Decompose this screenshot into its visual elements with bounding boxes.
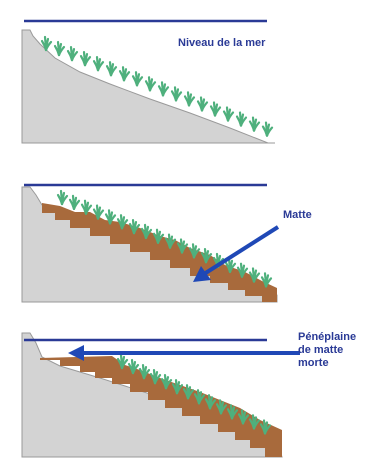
seagrass-tuft-icon (144, 76, 157, 92)
seagrass-tuft-icon (56, 189, 69, 206)
seagrass-tuft-icon (235, 111, 248, 127)
seagrass-tuft-icon (79, 51, 92, 67)
matte-layer (42, 203, 277, 302)
seagrass-tuft-icon (152, 228, 165, 244)
seagrass-tuft-icon (248, 267, 261, 283)
seagrass-tuft-icon (209, 101, 222, 117)
seagrass-tuft-icon (160, 374, 173, 390)
seagrass-tuft-icon (157, 81, 170, 97)
seagrass-tuft-icon (261, 121, 274, 137)
seagrass-tuft-icon (164, 233, 177, 249)
seagrass-tuft-icon (215, 399, 228, 415)
seagrass-tuft-icon (66, 45, 79, 62)
seagrass-tuft-icon (259, 419, 272, 435)
seagrass-tuft-icon (200, 248, 213, 264)
arrow-icon (68, 345, 300, 361)
seagrass-tuft-icon (248, 414, 261, 430)
peneplain-label-line: Pénéplaine (298, 331, 357, 343)
seagrass-tuft-icon (204, 394, 217, 410)
seagrass-tuft-icon (131, 71, 144, 87)
seagrass-tuft-icon (222, 106, 235, 122)
seagrass-tuft-icon (140, 223, 153, 240)
seagrass-tuft-icon (260, 272, 273, 288)
dead-matte-layer (40, 356, 282, 457)
seagrass-tuft-icon (196, 96, 209, 112)
panel-peneplain (21, 332, 300, 458)
panel-matte (21, 183, 280, 303)
matte-label: Matte (283, 209, 312, 221)
peneplain-label-line: morte (298, 357, 329, 369)
seagrass-tuft-icon (68, 194, 81, 210)
seagrass-group (40, 35, 274, 137)
seagrass-tuft-icon (116, 353, 129, 370)
rock-slope (21, 29, 275, 144)
seagrass-group (56, 189, 273, 288)
seagrass-tuft-icon (226, 404, 239, 420)
seagrass-tuft-icon (170, 86, 183, 102)
seagrass-tuft-icon (53, 40, 66, 57)
seagrass-tuft-icon (193, 389, 206, 405)
seagrass-tuft-icon (128, 218, 141, 235)
seagrass-tuft-icon (104, 209, 117, 225)
seagrass-tuft-icon (105, 61, 118, 77)
seagrass-tuft-icon (236, 262, 249, 278)
seagrass-tuft-icon (176, 238, 189, 254)
seagrass-tuft-icon (80, 199, 93, 215)
panel-sea-level (21, 19, 275, 144)
seagrass-tuft-icon (92, 204, 105, 220)
sea-level-label: Niveau de la mer (178, 37, 266, 49)
arrow-icon (193, 225, 280, 282)
peneplain-label-line: de matte (298, 344, 344, 356)
seagrass-tuft-icon (182, 384, 195, 400)
peneplain-label: Pénéplaine de matte morte (298, 331, 356, 370)
seagrass-tuft-icon (248, 116, 261, 132)
seagrass-tuft-icon (183, 91, 196, 107)
seagrass-tuft-icon (188, 243, 201, 259)
seagrass-tuft-icon (118, 66, 131, 82)
seagrass-tuft-icon (40, 35, 53, 52)
seagrass-tuft-icon (171, 379, 184, 395)
seagrass-tuft-icon (116, 214, 129, 230)
seagrass-tuft-icon (92, 56, 105, 72)
seagrass-tuft-icon (237, 409, 250, 425)
seagrass-tuft-icon (138, 363, 151, 380)
seagrass-tuft-icon (149, 368, 162, 385)
seagrass-group (116, 353, 272, 435)
seagrass-tuft-icon (127, 358, 140, 375)
